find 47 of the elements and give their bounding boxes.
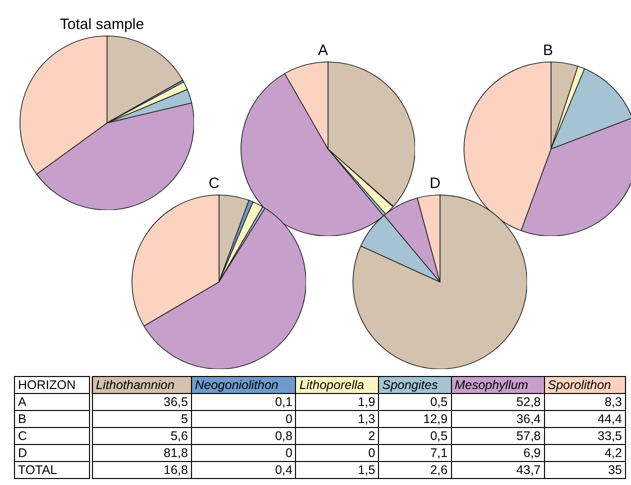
category-label: B	[18, 412, 26, 426]
text: 52,8	[516, 395, 541, 409]
text: 1,3	[358, 412, 376, 426]
text: 1,9	[358, 395, 376, 409]
category-label: Lithothamnion	[90, 376, 192, 394]
chart-title: B	[542, 42, 554, 59]
chart-title: A	[316, 42, 329, 59]
category-label: Spongites	[378, 376, 452, 394]
text: 57,8	[516, 429, 541, 443]
chart-title: D	[428, 175, 442, 192]
text: 7,1	[430, 446, 448, 460]
text: 43,7	[516, 463, 541, 477]
text: 33,5	[598, 429, 622, 443]
text: 35	[608, 463, 622, 477]
text: 81,8	[164, 446, 188, 460]
text: 5,6	[170, 429, 188, 443]
category-label: A	[18, 395, 26, 409]
text: 5	[181, 412, 188, 426]
chart-title: C	[208, 175, 220, 192]
text: 1,5	[358, 463, 376, 477]
text: HORIZON	[14, 376, 91, 394]
text: 0,8	[275, 429, 292, 443]
text: 8,3	[604, 395, 622, 409]
category-label: D	[18, 446, 28, 460]
category-label: Neogoniolithon	[191, 376, 296, 394]
text: 16,8	[164, 463, 188, 477]
text: 12,9	[423, 412, 448, 426]
text: 2	[368, 429, 376, 443]
category-label: C	[18, 429, 28, 443]
text: 0	[286, 412, 292, 426]
text: 0	[286, 446, 292, 460]
text: 36,4	[516, 412, 541, 426]
category-label: Lithoporella	[296, 376, 379, 394]
category-label: Mesophyllum	[451, 376, 544, 394]
text: 2,6	[430, 463, 448, 477]
text: 0,1	[275, 395, 292, 409]
text: 0	[368, 446, 376, 460]
text: 4,2	[604, 446, 622, 460]
category-label: Sporolithon	[544, 376, 626, 394]
text: 44,4	[598, 412, 622, 426]
text: 6,9	[523, 446, 541, 460]
text: 0,5	[430, 429, 448, 443]
text: 0,5	[430, 395, 448, 409]
category-label: TOTAL	[18, 463, 58, 477]
chart-title: Total sample	[58, 16, 146, 33]
text: 36,5	[164, 395, 188, 409]
text: 0,4	[275, 463, 292, 477]
